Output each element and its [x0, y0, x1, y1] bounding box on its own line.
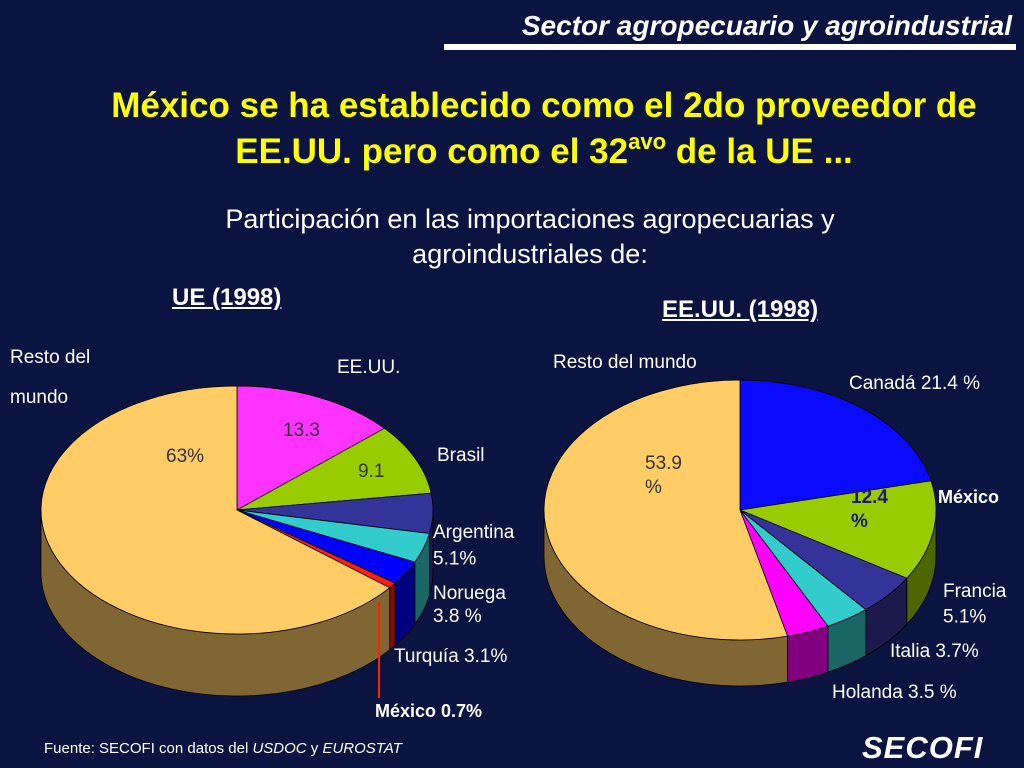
ue-label-turquia: Turquía 3.1%	[394, 646, 507, 667]
us-label-canada: Canadá 21.4 %	[849, 373, 980, 394]
pie-charts: Resto del mundo 63% EE.UU. 13.3 Brasil 9.1 Arge…	[0, 0, 1024, 768]
us-label-francia: Francia 5.1%	[943, 581, 1007, 628]
source-note: Fuente: SECOFI con datos del USDOC y EUR…	[44, 740, 402, 757]
us-label-resto: Resto del mundo	[553, 352, 697, 373]
ue-label-mexico: México 0.7%	[375, 701, 482, 721]
us-label-mexico: México	[938, 487, 999, 507]
secofi-logo: SECOFI	[862, 730, 983, 766]
ue-label-argentina: Argentina 5.1%	[433, 522, 515, 570]
ue-label-resto: Resto del mundo	[10, 347, 90, 408]
ue-value-eeuu: 13.3	[283, 420, 320, 441]
ue-label-brasil: Brasil	[437, 445, 485, 466]
ue-label-eeuu: EE.UU.	[337, 357, 400, 378]
ue-label-noruega: Noruega 3.8 %	[433, 583, 506, 627]
ue-value-brasil: 9.1	[358, 461, 384, 482]
ue-wall-5	[390, 583, 395, 649]
us-label-italia: Italia 3.7%	[890, 641, 979, 662]
us-label-holanda: Holanda 3.5 %	[832, 682, 957, 703]
ue-value-resto: 63%	[166, 446, 204, 467]
